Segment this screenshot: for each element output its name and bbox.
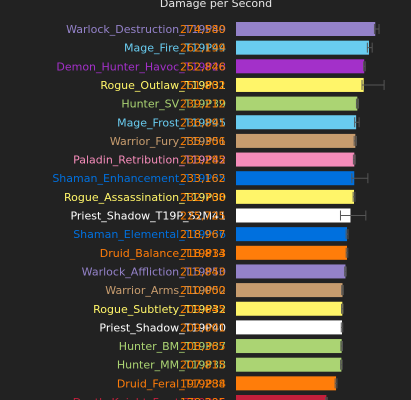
bar xyxy=(236,208,351,223)
category-label: Warrior_Fury_T19P51 xyxy=(110,135,226,148)
value-label: 209,645 xyxy=(180,303,226,316)
category-label: Hunter_SV_T19P39 xyxy=(121,98,226,111)
value-label: 209,001 xyxy=(180,321,226,334)
bar xyxy=(236,59,365,74)
category-label: Mage_Fire_T19P44 xyxy=(124,42,226,55)
category-label: Warrior_Arms_T19P52 xyxy=(105,284,226,297)
bar xyxy=(236,133,356,148)
category-label: Warlock_Destruction_T19P49 xyxy=(66,23,226,36)
value-label: 252,846 xyxy=(180,60,226,73)
category-label: Rogue_Outlaw_T19P31 xyxy=(100,79,226,92)
category-label: Rogue_Subtlety_T19P32 xyxy=(93,303,226,316)
value-label: 233,162 xyxy=(180,172,226,185)
value-label: 225,725 xyxy=(180,210,226,223)
value-label: 236,891 xyxy=(180,116,226,129)
category-label: Warlock_Affliction_T19P50 xyxy=(82,265,226,278)
value-label: 239,212 xyxy=(180,98,226,111)
category-label: Shaman_Elemental_T19P36 xyxy=(73,228,226,241)
category-label: Priest_Shadow_T19P_S2M41 xyxy=(70,210,226,223)
category-label: Priest_Shadow_T19P40 xyxy=(99,321,226,334)
value-label: 207,815 xyxy=(180,359,226,372)
value-label: 208,365 xyxy=(180,340,226,353)
value-label: 197,288 xyxy=(180,377,226,390)
value-label: 274,580 xyxy=(180,23,226,36)
bar xyxy=(236,77,364,92)
category-label: Paladin_Retribution_T19P42 xyxy=(73,154,226,167)
value-label: 178,205 xyxy=(180,396,226,400)
bar xyxy=(236,171,355,186)
bar xyxy=(236,115,357,130)
value-label: 262,199 xyxy=(180,42,226,55)
category-label: Rogue_Assassination_T19P30 xyxy=(64,191,226,204)
category-label: Hunter_MM_T19P38 xyxy=(117,359,226,372)
bar xyxy=(236,395,327,400)
value-label: 235,306 xyxy=(180,135,226,148)
bar xyxy=(236,264,346,279)
bar xyxy=(236,376,337,391)
bar xyxy=(236,301,343,316)
bar xyxy=(236,96,358,111)
category-label: Druid_Feral_T19P34 xyxy=(117,377,226,390)
bar xyxy=(236,357,342,372)
value-label: 232,708 xyxy=(180,191,226,204)
category-label: Death_Knight_Frost_T19P26 xyxy=(73,396,226,400)
bar xyxy=(236,22,376,36)
bar xyxy=(236,40,369,55)
bar xyxy=(236,320,342,335)
bar xyxy=(236,189,355,204)
bar xyxy=(236,283,343,298)
category-label: Demon_Hunter_Havoc_T19P28 xyxy=(56,60,226,73)
chart-title: Damage per Second xyxy=(160,0,272,10)
bar xyxy=(236,227,348,242)
category-label: Mage_Frost_T19P45 xyxy=(117,116,226,129)
bar xyxy=(236,245,347,260)
value-label: 233,285 xyxy=(180,154,226,167)
bar xyxy=(236,339,342,354)
category-label: Druid_Balance_T19P33 xyxy=(100,247,226,260)
bar xyxy=(236,152,355,167)
value-label: 218,967 xyxy=(180,228,226,241)
category-label: Shaman_Enhancement_T19P35 xyxy=(52,172,226,185)
value-label: 215,843 xyxy=(180,265,226,278)
category-label: Hunter_BM_T19P37 xyxy=(119,340,226,353)
value-label: 210,000 xyxy=(180,284,226,297)
value-label: 218,814 xyxy=(180,247,226,260)
value-label: 251,802 xyxy=(180,79,226,92)
